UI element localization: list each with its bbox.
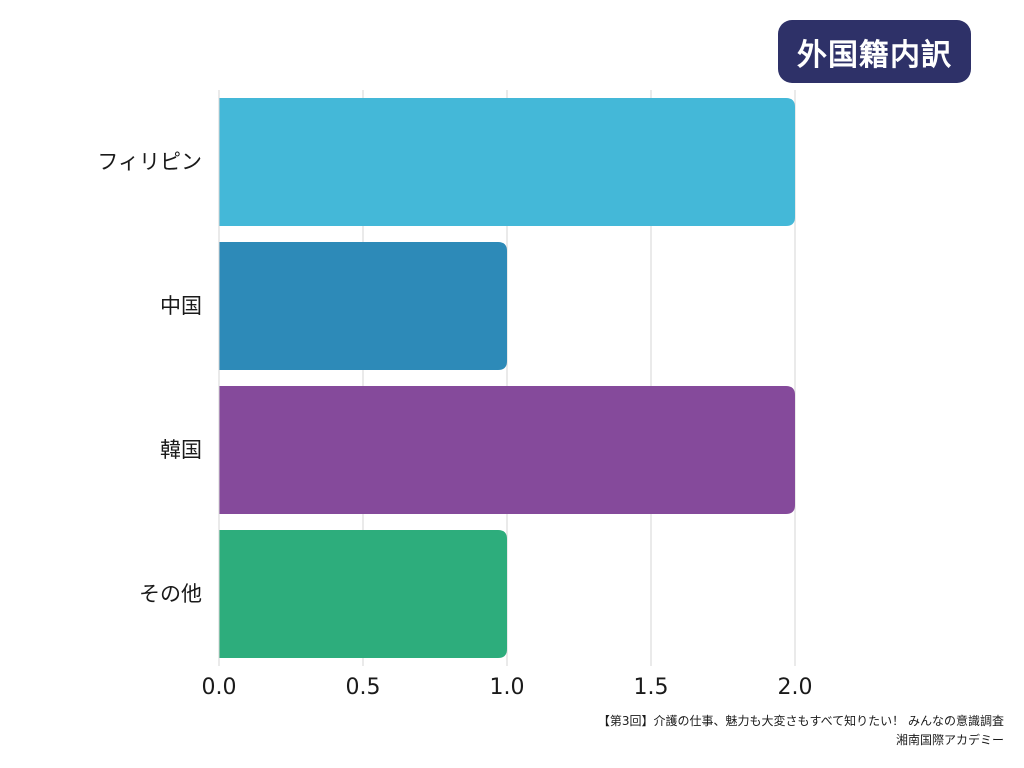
category-label-1: フィリピン: [97, 150, 202, 174]
category-label-4: その他: [139, 582, 202, 606]
category-label-3: 韓国: [160, 438, 202, 462]
footer-organization-line: 湘南国際アカデミー: [895, 733, 1004, 747]
source-footer: 【第3回】介護の仕事、魅力も大変さもすべて知りたい！ みんなの意識調査 湘南国際…: [598, 712, 1004, 750]
chart-title-badge: 外国籍内訳: [778, 20, 971, 83]
x-tick-label-2.0: 2.0: [778, 675, 813, 700]
footer-source-line: 【第3回】介護の仕事、魅力も大変さもすべて知りたい！ みんなの意識調査: [597, 714, 1004, 728]
bar-3: [219, 386, 795, 514]
x-tick-label-1.5: 1.5: [634, 675, 669, 700]
x-tick-label-1.0: 1.0: [490, 675, 525, 700]
x-tick-label-0.0: 0.0: [202, 675, 237, 700]
bar-4: [219, 530, 507, 658]
bars: [219, 98, 795, 658]
tick-labels: 0.0 0.5 1.0 1.5 2.0: [202, 675, 813, 700]
bar-2: [219, 242, 507, 370]
x-tick-label-0.5: 0.5: [346, 675, 381, 700]
category-label-2: 中国: [160, 294, 202, 318]
bar-1: [219, 98, 795, 226]
